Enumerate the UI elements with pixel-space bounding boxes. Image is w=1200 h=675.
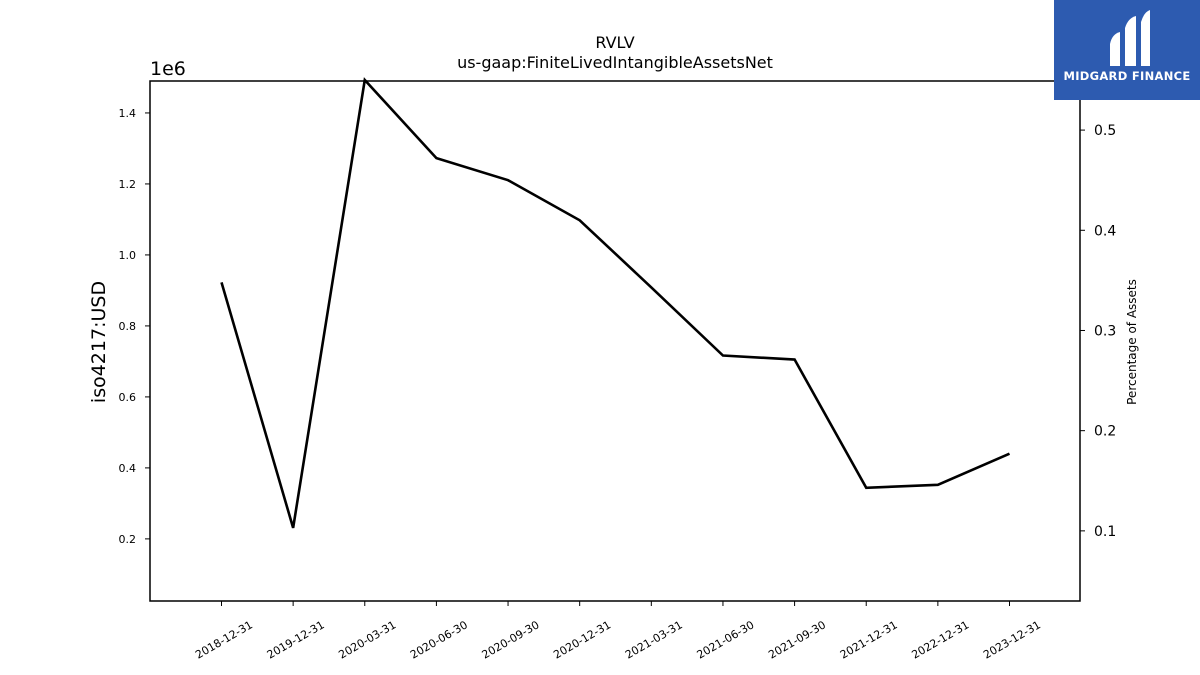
logo-mark-icon	[1110, 10, 1150, 66]
x-tick-label: 2021-12-31	[838, 618, 900, 661]
chart-title: RVLV	[595, 33, 634, 52]
y2-tick-label: 0.4	[1094, 223, 1116, 239]
y2-axis-ticks: 0.1 0.2 0.3 0.4 0.5	[1080, 123, 1116, 540]
y2-axis-label: Percentage of Assets	[1125, 279, 1139, 405]
y-axis-label: iso4217:USD	[88, 281, 110, 403]
x-tick-label: 2020-12-31	[551, 618, 613, 661]
x-tick-label: 2018-12-31	[193, 618, 255, 661]
x-tick-label: 2021-09-30	[766, 618, 828, 661]
chart-subtitle: us-gaap:FiniteLivedIntangibleAssetsNet	[457, 53, 773, 72]
y2-tick-label: 0.2	[1094, 424, 1116, 440]
percentage-line	[220, 77, 1011, 529]
y-tick-label: 1.2	[119, 178, 137, 191]
x-tick-label: 2022-12-31	[909, 618, 971, 661]
midgard-finance-logo: MIDGARD FINANCE	[1054, 0, 1200, 100]
y2-tick-label: 0.1	[1094, 524, 1116, 540]
x-axis-ticks: 2018-12-31 2019-12-31 2020-03-31 2020-06-30…	[193, 601, 1043, 662]
percentage-line-group	[220, 77, 1011, 529]
y-axis-ticks: 0.2 0.4 0.6 0.8 1.0 1.2 1.4	[119, 107, 150, 546]
y-tick-label: 1.4	[119, 107, 137, 120]
logo-text: MIDGARD FINANCE	[1063, 69, 1191, 83]
x-tick-label: 2023-12-31	[981, 618, 1043, 661]
y-tick-label: 0.4	[119, 462, 137, 475]
x-tick-label: 2020-03-31	[336, 618, 398, 661]
y-tick-label: 0.8	[119, 320, 137, 333]
x-tick-label: 2019-12-31	[265, 618, 327, 661]
y-tick-label: 0.2	[119, 533, 137, 546]
plot-frame	[149, 80, 1081, 602]
x-tick-label: 2021-03-31	[623, 618, 685, 661]
x-tick-label: 2020-09-30	[480, 618, 542, 661]
y-scale-label: 1e6	[150, 58, 186, 80]
x-tick-label: 2020-06-30	[408, 618, 470, 661]
x-tick-label: 2021-06-30	[695, 618, 757, 661]
y-tick-label: 1.0	[119, 249, 137, 262]
y-tick-label: 0.6	[119, 391, 137, 404]
y2-tick-label: 0.3	[1094, 323, 1116, 339]
y2-tick-label: 0.5	[1094, 123, 1116, 139]
